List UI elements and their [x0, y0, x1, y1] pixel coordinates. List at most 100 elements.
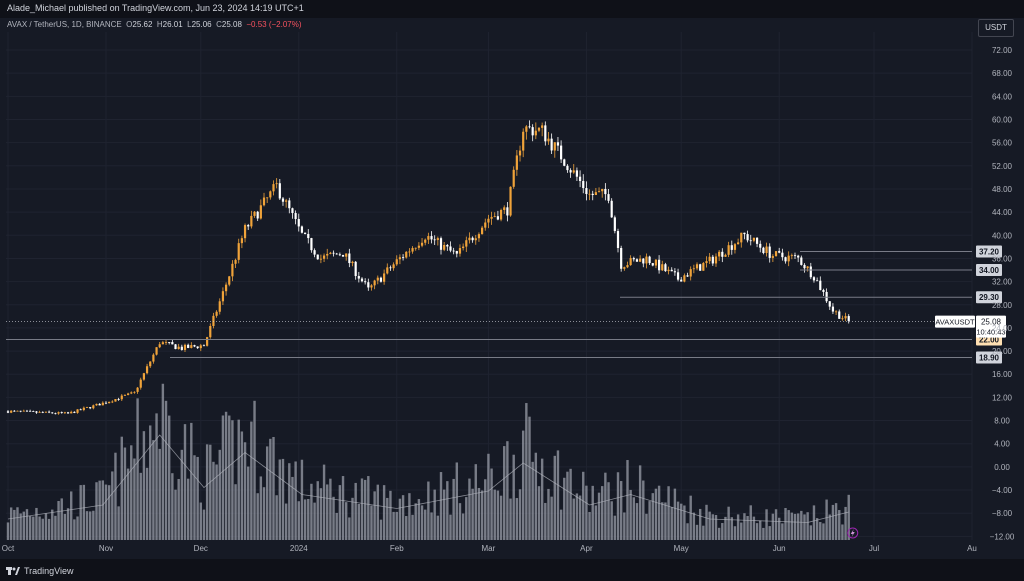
- symbol-name[interactable]: AVAX / TetherUS, 1D, BINANCE: [7, 20, 122, 29]
- x-tick-label: 2024: [290, 544, 308, 553]
- volume-bar: [275, 495, 278, 540]
- volume-bar: [401, 495, 405, 540]
- volume-bar: [436, 515, 440, 540]
- volume-bar: [70, 491, 73, 540]
- volume-bar: [695, 524, 699, 540]
- volume-bar: [310, 483, 313, 540]
- volume-bar: [547, 488, 550, 540]
- candle-body: [436, 238, 439, 240]
- tradingview-brand[interactable]: TradingView: [6, 566, 74, 576]
- candle-body: [531, 127, 534, 136]
- candle-body: [187, 344, 190, 348]
- candle-body: [452, 250, 455, 252]
- volume-bar: [525, 403, 528, 540]
- candle-body: [724, 254, 727, 257]
- candle-body: [158, 344, 161, 348]
- volume-bar: [167, 415, 171, 540]
- volume-bar: [32, 516, 35, 540]
- candle-body: [541, 125, 544, 128]
- volume-bar: [582, 471, 585, 540]
- candle-body: [338, 254, 341, 256]
- volume-bar: [667, 486, 670, 540]
- candle-body: [487, 218, 490, 223]
- candle-body: [528, 126, 531, 128]
- candle-body: [155, 347, 158, 355]
- volume-bar: [594, 505, 598, 540]
- volume-bar: [47, 518, 51, 540]
- candle-body: [199, 345, 202, 349]
- candle-body: [604, 188, 607, 195]
- candle-body: [721, 251, 724, 257]
- volume-bar: [6, 522, 10, 540]
- volume-bar: [698, 508, 702, 540]
- volume-bar: [22, 511, 26, 540]
- volume-bar: [41, 518, 44, 540]
- volume-bar: [389, 490, 392, 540]
- candle-body: [670, 269, 673, 272]
- x-tick-label: May: [674, 544, 689, 553]
- currency-selector[interactable]: USDT: [978, 19, 1014, 37]
- volume-bar: [161, 383, 165, 540]
- candle-body: [269, 191, 272, 198]
- candle-body: [231, 263, 234, 277]
- candle-body: [89, 407, 92, 409]
- volume-bar: [673, 488, 677, 540]
- candle-body: [285, 200, 288, 202]
- candle-body: [705, 261, 708, 264]
- candle-body: [699, 264, 702, 271]
- candle-body: [838, 311, 841, 319]
- candle-body: [585, 188, 588, 195]
- volume-bar: [338, 485, 342, 540]
- candle-body: [224, 284, 228, 292]
- candle-body: [206, 337, 209, 346]
- candle-body: [70, 411, 73, 414]
- candle-body: [566, 165, 569, 171]
- candle-body: [392, 264, 395, 269]
- candle-body: [806, 266, 809, 269]
- volume-bar: [730, 517, 733, 540]
- candle-body: [825, 291, 828, 302]
- volume-bar: [778, 517, 781, 540]
- candle-body: [730, 245, 733, 250]
- candle-body: [455, 251, 458, 254]
- low-value: 25.06: [191, 20, 212, 29]
- candle-body: [304, 232, 307, 234]
- volume-bar: [180, 449, 184, 540]
- volume-bar: [256, 493, 259, 540]
- candle-body: [727, 245, 730, 255]
- candle-body: [240, 238, 243, 244]
- volume-bar: [16, 507, 19, 540]
- candle-body: [108, 401, 111, 404]
- volume-bar: [537, 486, 541, 540]
- volume-bar: [424, 509, 427, 540]
- candle-body: [360, 278, 364, 282]
- last-price-tag: [976, 315, 1006, 338]
- candle-body: [32, 411, 35, 412]
- volume-bar: [800, 510, 803, 540]
- candle-body: [291, 208, 294, 214]
- volume-bar: [496, 490, 500, 540]
- candle-body: [544, 125, 547, 142]
- candle-body: [104, 402, 108, 404]
- volume-bar: [740, 522, 743, 540]
- candle-body: [370, 285, 373, 288]
- candle-body: [237, 243, 240, 260]
- volume-bar: [762, 527, 765, 540]
- y-tick-label: 16.00: [992, 370, 1013, 379]
- volume-bar: [152, 440, 155, 540]
- volume-bar: [228, 415, 231, 540]
- volume-bar: [793, 513, 797, 540]
- candle-body: [522, 131, 525, 151]
- tradingview-logo-icon: [6, 567, 20, 575]
- candle-body: [354, 261, 357, 277]
- candle-body: [316, 254, 319, 260]
- volume-bar: [202, 509, 206, 540]
- candle-body: [364, 281, 367, 283]
- volume-bar: [360, 478, 364, 540]
- volume-bar: [651, 493, 654, 540]
- candle-body: [168, 342, 171, 343]
- candle-body: [180, 346, 183, 350]
- candle-body: [395, 259, 398, 265]
- y-tick-label: 60.00: [992, 115, 1013, 124]
